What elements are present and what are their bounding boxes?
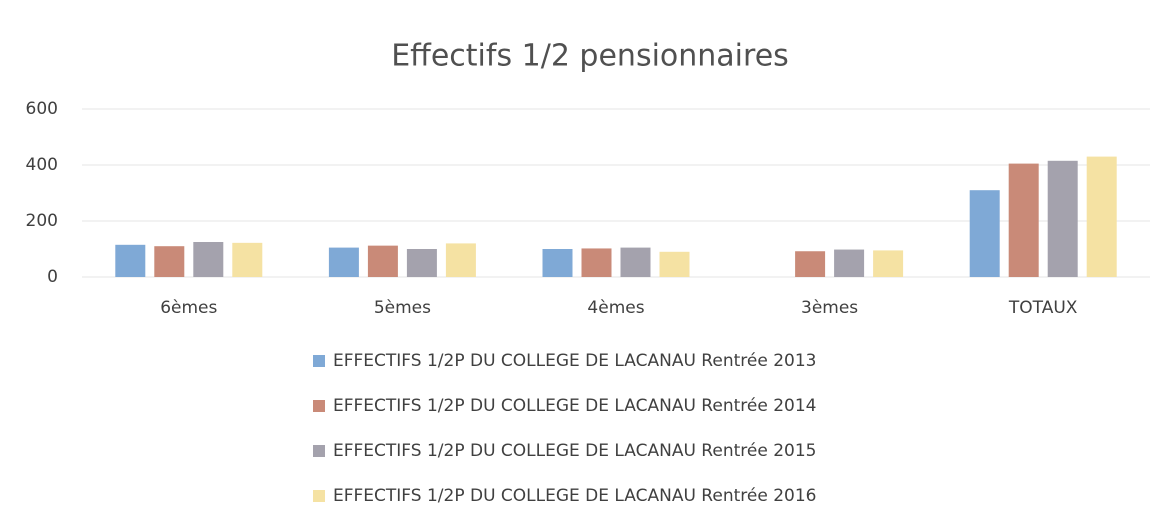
legend-swatch — [313, 445, 325, 457]
legend-label: EFFECTIFS 1/2P DU COLLEGE DE LACANAU Ren… — [333, 396, 816, 416]
bar — [542, 249, 573, 277]
legend-swatch — [313, 400, 325, 412]
legend-label: EFFECTIFS 1/2P DU COLLEGE DE LACANAU Ren… — [333, 441, 816, 461]
legend-swatch — [313, 490, 325, 502]
bar — [659, 251, 690, 277]
chart-title: Effectifs 1/2 pensionnaires — [391, 39, 789, 74]
bar — [328, 247, 359, 277]
bar — [406, 249, 437, 277]
bar — [154, 246, 185, 277]
legend-label: EFFECTIFS 1/2P DU COLLEGE DE LACANAU Ren… — [333, 486, 816, 506]
bar — [1086, 156, 1117, 277]
bar — [232, 242, 263, 277]
legend-label: EFFECTIFS 1/2P DU COLLEGE DE LACANAU Ren… — [333, 351, 816, 371]
y-tick-label: 0 — [47, 267, 58, 287]
bar — [115, 244, 146, 277]
x-tick-label: 4èmes — [587, 298, 644, 318]
x-tick-label: 3èmes — [801, 298, 858, 318]
bar — [873, 250, 904, 277]
bar — [795, 251, 826, 277]
bar — [1008, 163, 1039, 277]
legend-swatch — [313, 355, 325, 367]
x-tick-label: 6èmes — [160, 298, 217, 318]
bar — [620, 247, 651, 277]
bar — [581, 248, 612, 277]
bar — [193, 242, 224, 277]
bar — [445, 243, 476, 277]
y-tick-label: 200 — [26, 211, 58, 231]
y-tick-label: 400 — [26, 155, 58, 175]
x-tick-label: TOTAUX — [1008, 298, 1078, 318]
bar — [367, 245, 398, 277]
bar — [969, 190, 1000, 277]
bar — [1047, 160, 1078, 277]
bar — [834, 249, 865, 277]
y-tick-label: 600 — [26, 99, 58, 119]
x-tick-label: 5èmes — [374, 298, 431, 318]
